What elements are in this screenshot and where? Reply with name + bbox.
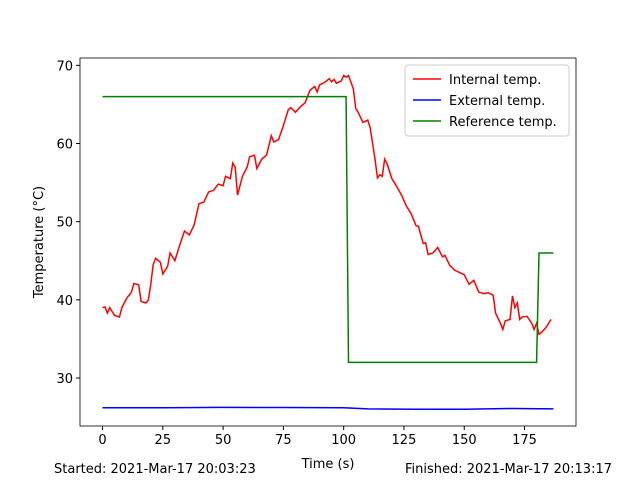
plot-frame [79, 57, 577, 427]
x-tick-label: 125 [392, 433, 417, 448]
x-tick-label: 50 [215, 433, 232, 448]
series-line [102, 74, 552, 336]
x-tick-label: 75 [275, 433, 292, 448]
x-tick-label: 25 [155, 433, 172, 448]
y-tick-label: 70 [56, 59, 73, 74]
x-tick-label: 100 [331, 433, 356, 448]
start-note: Started: 2021-Mar-17 20:03:23 [54, 462, 256, 477]
x-axis-label: Time (s) [301, 457, 355, 472]
y-tick-label: 30 [56, 372, 73, 387]
finish-note: Finished: 2021-Mar-17 20:13:17 [405, 462, 612, 477]
x-tick-label: 150 [452, 433, 477, 448]
y-tick-label: 60 [56, 138, 73, 153]
series-line [102, 406, 554, 411]
legend-label: Reference temp. [449, 115, 557, 130]
series-line [102, 95, 554, 364]
legend-label: External temp. [449, 94, 545, 109]
legend-label: Internal temp. [449, 73, 541, 88]
y-axis-label: Temperature (°C) [32, 186, 47, 299]
legend-box [404, 64, 570, 137]
x-tick-label: 0 [98, 433, 106, 448]
y-tick-label: 50 [56, 216, 73, 231]
x-tick-label: 175 [512, 433, 537, 448]
y-tick-label: 40 [56, 294, 73, 309]
